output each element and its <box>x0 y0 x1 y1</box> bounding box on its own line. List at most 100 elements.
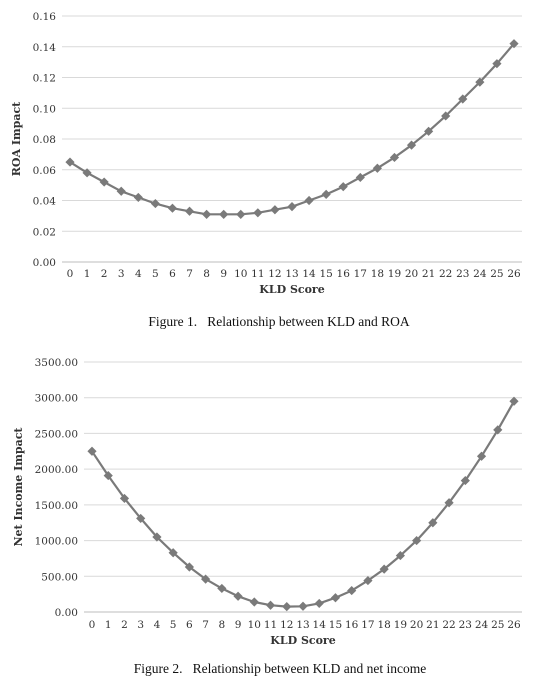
data-point <box>168 548 178 558</box>
data-point <box>236 209 246 219</box>
data-point <box>492 59 502 69</box>
y-tick-label: 0.00 <box>33 257 56 269</box>
x-tick-label: 7 <box>186 268 193 280</box>
x-tick-label: 22 <box>439 268 452 280</box>
data-point <box>406 140 417 150</box>
data-point <box>428 518 438 528</box>
data-point <box>270 205 280 215</box>
data-point <box>265 600 276 610</box>
y-tick-label: 0.12 <box>33 73 56 85</box>
x-tick-label: 25 <box>491 619 504 631</box>
y-tick-label: 3500.00 <box>35 357 78 369</box>
y-tick-label: 3000.00 <box>35 393 78 405</box>
data-point <box>363 575 373 586</box>
data-point <box>217 583 227 594</box>
data-point <box>150 198 160 209</box>
y-tick-label: 0.02 <box>33 226 56 238</box>
x-tick-label: 2 <box>101 268 108 280</box>
x-tick-label: 3 <box>137 619 144 631</box>
x-tick-label: 16 <box>345 619 359 631</box>
x-tick-label: 26 <box>507 619 521 631</box>
y-tick-label: 0.00 <box>55 607 78 619</box>
data-point <box>372 163 382 173</box>
x-tick-label: 24 <box>475 619 489 631</box>
data-point <box>347 585 357 596</box>
x-tick-label: 18 <box>371 268 384 280</box>
x-tick-label: 6 <box>186 619 193 631</box>
data-point <box>338 182 348 192</box>
y-tick-label: 0.16 <box>33 11 57 23</box>
x-tick-label: 20 <box>410 619 423 631</box>
x-tick-label: 10 <box>234 268 247 280</box>
data-point <box>321 189 331 199</box>
x-tick-label: 14 <box>313 619 327 631</box>
y-tick-label: 1500.00 <box>35 500 78 512</box>
x-tick-label: 22 <box>442 619 455 631</box>
data-point <box>424 126 434 136</box>
data-point <box>152 532 162 542</box>
x-axis-title: KLD Score <box>259 283 324 296</box>
figure-1-caption: Figure 1. Relationship between KLD and R… <box>148 314 410 329</box>
data-point <box>202 209 212 219</box>
x-tick-label: 17 <box>354 268 367 280</box>
x-tick-label: 12 <box>280 619 293 631</box>
y-tick-label: 500.00 <box>41 571 78 583</box>
data-point <box>458 94 468 104</box>
x-tick-label: 8 <box>203 268 210 280</box>
x-tick-label: 15 <box>319 268 332 280</box>
x-tick-label: 23 <box>456 268 469 280</box>
x-tick-label: 5 <box>170 619 177 631</box>
data-point <box>509 396 519 406</box>
series-line <box>69 42 515 216</box>
data-point <box>282 602 292 612</box>
y-tick-label: 2000.00 <box>35 464 78 476</box>
x-tick-label: 19 <box>388 268 401 280</box>
x-tick-label: 4 <box>135 268 142 280</box>
x-tick-label: 23 <box>459 619 472 631</box>
x-tick-label: 24 <box>473 268 487 280</box>
x-tick-label: 25 <box>490 268 503 280</box>
x-tick-label: 9 <box>235 619 242 631</box>
data-point <box>493 425 503 435</box>
data-point <box>184 206 195 216</box>
x-tick-label: 19 <box>394 619 407 631</box>
chart-roa: 0.000.020.040.060.080.100.120.140.160 1 2 3… <box>10 11 522 296</box>
data-point <box>99 177 109 187</box>
x-axis-title: KLD Score <box>270 634 335 647</box>
y-tick-label: 1000.00 <box>35 536 78 548</box>
x-tick-label: 2 <box>121 619 128 631</box>
x-tick-label: 1 <box>84 268 91 280</box>
x-tick-label: 21 <box>426 619 439 631</box>
data-point <box>509 39 519 49</box>
data-point <box>82 168 92 178</box>
y-tick-label: 0.04 <box>33 196 57 208</box>
x-tick-label: 21 <box>422 268 435 280</box>
data-point <box>219 209 229 219</box>
data-point <box>287 202 297 212</box>
x-tick-label: 1 <box>105 619 112 631</box>
x-tick-label: 3 <box>118 268 125 280</box>
data-point <box>441 111 451 121</box>
x-tick-label: 13 <box>296 619 309 631</box>
x-tick-label: 10 <box>248 619 261 631</box>
y-tick-label: 2500.00 <box>35 428 78 440</box>
data-point <box>304 195 314 206</box>
data-point <box>249 597 259 607</box>
x-tick-label: 6 <box>169 268 176 280</box>
x-tick-label: 14 <box>302 268 316 280</box>
data-point <box>460 475 470 486</box>
data-point <box>355 172 365 183</box>
x-tick-label: 0 <box>67 268 74 280</box>
data-point <box>330 593 341 603</box>
x-tick-label: 8 <box>219 619 226 631</box>
x-tick-label: 13 <box>285 268 298 280</box>
x-tick-label: 7 <box>202 619 209 631</box>
data-point <box>136 513 146 524</box>
data-point <box>87 446 97 456</box>
y-tick-label: 0.06 <box>33 165 57 177</box>
data-point <box>167 203 178 213</box>
data-point <box>314 598 324 609</box>
data-point <box>444 498 454 508</box>
y-tick-label: 0.08 <box>33 134 56 146</box>
